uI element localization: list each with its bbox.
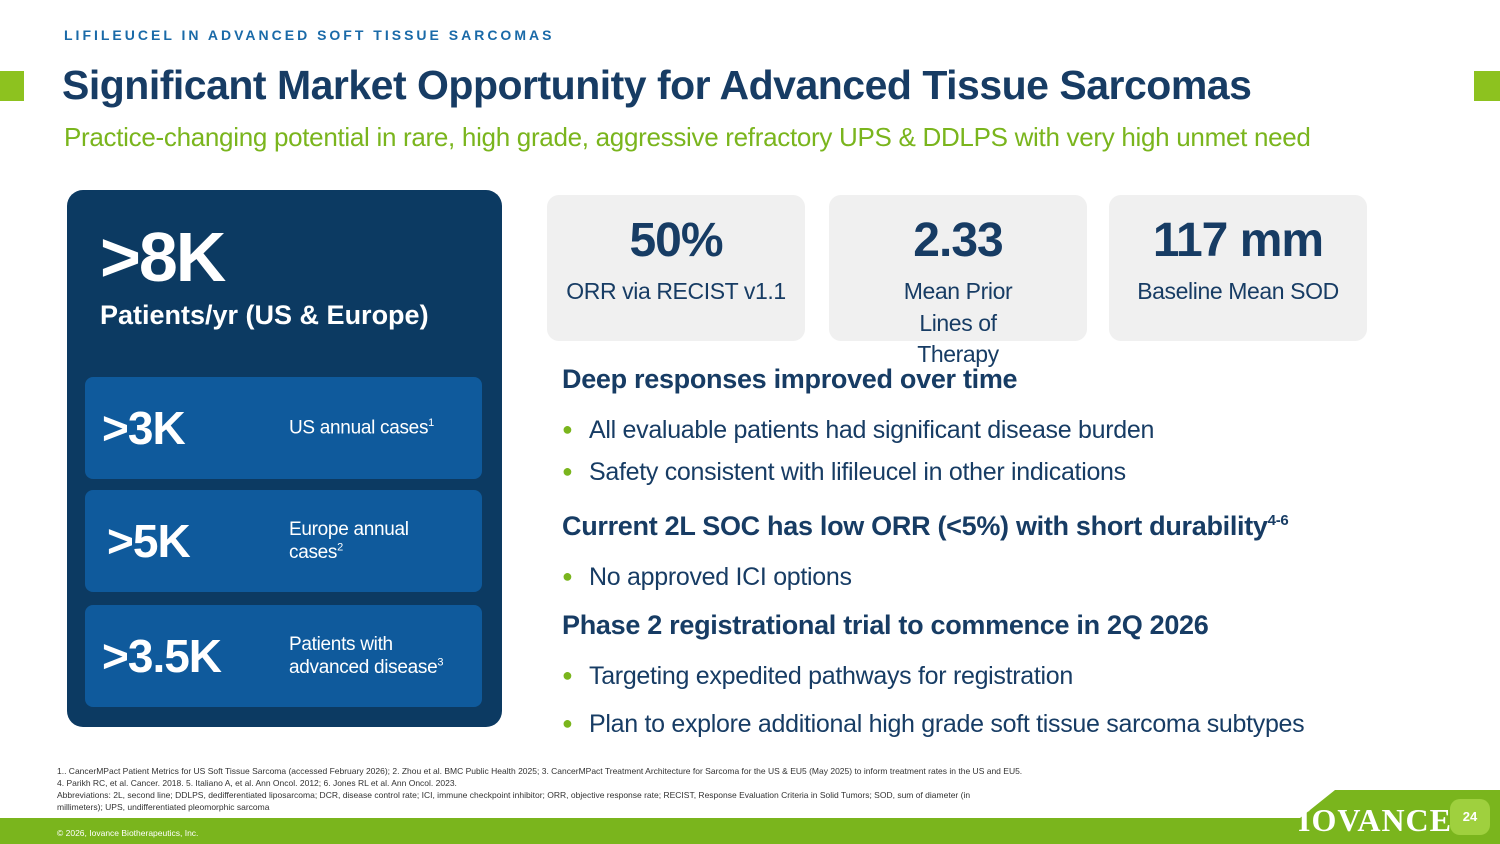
stat-value: >5K	[107, 515, 191, 567]
footnote-line: millimeters); UPS, undifferentiated pleo…	[57, 802, 270, 812]
bullet-dot-icon: ●	[562, 565, 573, 586]
total-patients-value: >8K	[100, 218, 226, 296]
footnotes: 1.. CancerMPact Patient Metrics for US S…	[57, 765, 1287, 813]
left-accent-bar	[0, 71, 24, 101]
metric-value: 117 mm	[1152, 214, 1324, 267]
stat-row-europe: >5K Europe annual cases2	[85, 490, 482, 592]
metric-card-sod: 117 mm Baseline Mean SOD	[1109, 195, 1367, 341]
stat-label: US annual cases1	[289, 417, 434, 439]
metric-caption: ORR via RECIST v1.1	[566, 278, 786, 304]
bullet-item: ● All evaluable patients had significant …	[562, 416, 1155, 444]
stat-row-advanced: >3.5K Patients with advanced disease3	[85, 605, 482, 707]
metric-caption: Mean Prior Lines of Therapy	[903, 278, 1013, 368]
copyright-text: © 2026, Iovance Biotherapeutics, Inc.	[57, 828, 199, 838]
eyebrow-label: LIFILEUCEL IN ADVANCED SOFT TISSUE SARCO…	[64, 27, 555, 43]
footnote-line: 4. Parikh RC, et al. Cancer. 2018. 5. It…	[57, 778, 457, 788]
metric-value: 50%	[629, 214, 723, 267]
bullet-dot-icon: ●	[562, 664, 573, 685]
stat-label: Europe annual cases2	[289, 518, 409, 563]
section-heading-current-soc: Current 2L SOC has low ORR (<5%) with sh…	[562, 511, 1289, 541]
stat-label: Patients with advanced disease3	[289, 633, 444, 678]
bullet-item: ● Plan to explore additional high grade s…	[562, 710, 1305, 738]
right-accent-bar	[1474, 71, 1500, 101]
iovance-logo: IOVANCE	[1298, 802, 1452, 838]
patient-population-panel: >8K Patients/yr (US & Europe) >3K US ann…	[67, 190, 502, 727]
metric-value: 2.33	[913, 214, 1003, 267]
bullet-item: ● Safety consistent with lifileucel in ot…	[562, 458, 1126, 486]
metric-card-prior-lines: 2.33 Mean Prior Lines of Therapy	[829, 195, 1087, 367]
footnote-line: Abbreviations: 2L, second line; DDLPS, d…	[57, 790, 971, 800]
page-number-badge: 24	[1450, 799, 1490, 835]
footer-bar	[0, 818, 1500, 844]
bullet-item: ● No approved ICI options	[562, 563, 852, 591]
page-title: Significant Market Opportunity for Advan…	[62, 62, 1252, 108]
bullet-dot-icon: ●	[562, 460, 573, 481]
bullet-dot-icon: ●	[562, 418, 573, 439]
stat-row-us: >3K US annual cases1	[85, 377, 482, 479]
section-heading-phase2: Phase 2 registrational trial to commence…	[562, 610, 1209, 640]
section-heading-deep-responses: Deep responses improved over time	[562, 364, 1018, 394]
stat-value: >3.5K	[102, 630, 222, 682]
stat-value: >3K	[102, 402, 186, 454]
page-subtitle: Practice-changing potential in rare, hig…	[64, 122, 1311, 152]
metric-caption: Baseline Mean SOD	[1137, 278, 1339, 304]
bullet-item: ● Targeting expedited pathways for regist…	[562, 662, 1074, 690]
bullet-dot-icon: ●	[562, 712, 573, 733]
total-patients-label: Patients/yr (US & Europe)	[100, 300, 429, 330]
metric-card-orr: 50% ORR via RECIST v1.1	[547, 195, 805, 341]
footnote-line: 1.. CancerMPact Patient Metrics for US S…	[57, 766, 1023, 776]
